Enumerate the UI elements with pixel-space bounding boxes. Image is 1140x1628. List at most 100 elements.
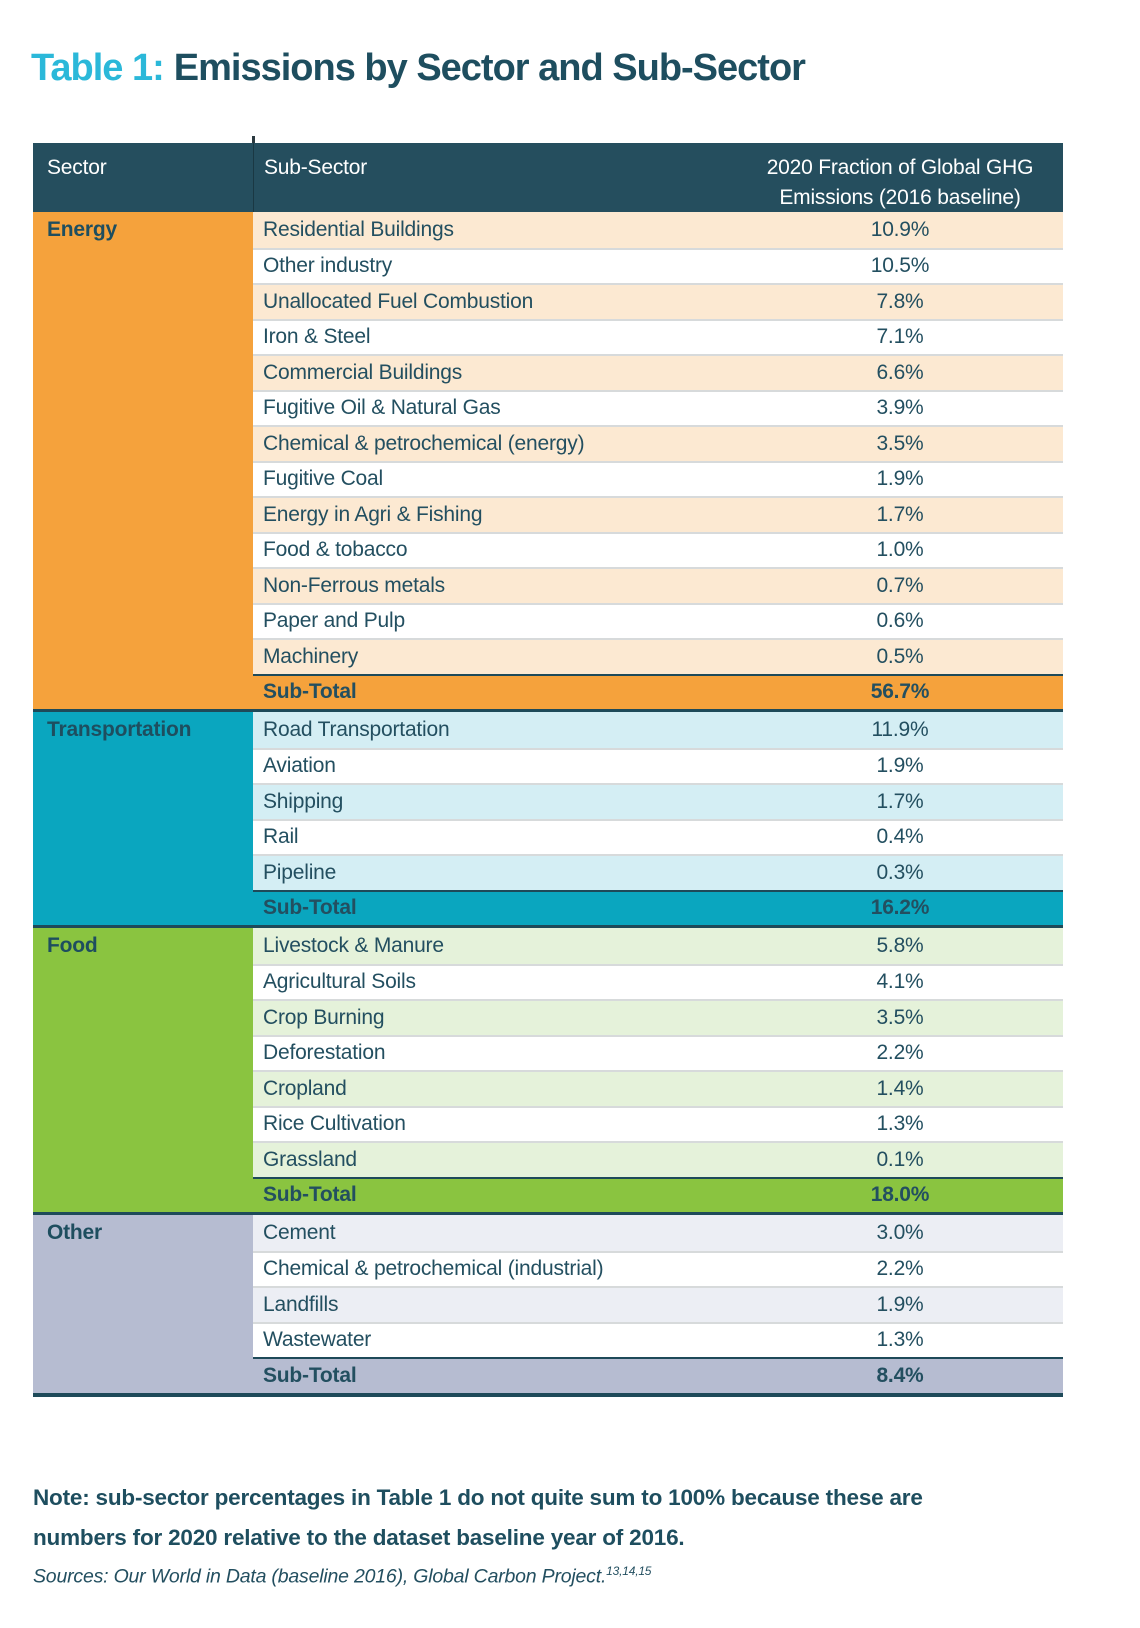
table-row: Deforestation 2.2% xyxy=(253,1034,1063,1070)
header-sub-sector: Sub-Sector xyxy=(253,143,737,212)
subsector-label: Paper and Pulp xyxy=(263,609,405,633)
table-note: Note: sub-sector percentages in Table 1 … xyxy=(33,1478,923,1558)
subsector-label: Machinery xyxy=(263,644,359,668)
note-line1: Note: sub-sector percentages in Table 1 … xyxy=(33,1485,923,1510)
sector-cell-energy: Energy xyxy=(33,212,253,709)
note-line2: numbers for 2020 relative to the dataset… xyxy=(33,1525,685,1550)
table-row: Grassland 0.1% xyxy=(253,1141,1063,1177)
emission-value: 2.2% xyxy=(876,1257,924,1281)
subsector-label: Fugitive Oil & Natural Gas xyxy=(263,396,501,420)
header-value-line1: 2020 Fraction of Global GHG xyxy=(766,156,1034,179)
sector-cell-other: Other xyxy=(33,1215,253,1393)
emission-value: 1.9% xyxy=(876,1292,924,1316)
table-row: Paper and Pulp 0.6% xyxy=(253,602,1063,638)
subsector-label: Aviation xyxy=(263,754,336,778)
sector-cell-transportation: Transportation xyxy=(33,712,253,925)
subtotal-value: 18.0% xyxy=(870,1183,930,1207)
emission-value: 0.3% xyxy=(876,860,924,884)
section-rows: Cement 3.0% Chemical & petrochemical (ind… xyxy=(253,1215,1063,1393)
emission-value: 0.4% xyxy=(876,825,924,849)
emission-value: 1.7% xyxy=(876,789,924,813)
subtotal-row-other: Sub-Total 8.4% xyxy=(253,1357,1063,1393)
page-title: Table 1: Emissions by Sector and Sub-Sect… xyxy=(31,47,806,90)
sector-label: Transportation xyxy=(47,718,192,741)
sources-references: 13,14,15 xyxy=(606,1564,652,1578)
emission-value: 7.1% xyxy=(876,325,924,349)
table-row: Fugitive Oil & Natural Gas 3.9% xyxy=(253,389,1063,425)
subsector-label: Pipeline xyxy=(263,860,337,884)
table-row: Other industry 10.5% xyxy=(253,247,1063,283)
emission-value: 1.7% xyxy=(876,502,924,526)
subtotal-value: 56.7% xyxy=(870,680,930,704)
table-row: Food & tobacco 1.0% xyxy=(253,531,1063,567)
subtotal-label: Sub-Total xyxy=(263,680,357,704)
table-row: Machinery 0.5% xyxy=(253,638,1063,674)
emission-value: 0.5% xyxy=(876,644,924,668)
emission-value: 1.9% xyxy=(876,467,924,491)
subsector-label: Food & tobacco xyxy=(263,538,408,562)
column-divider-notch xyxy=(252,136,255,143)
emission-value: 0.7% xyxy=(876,573,924,597)
table-row: Chemical & petrochemical (energy) 3.5% xyxy=(253,425,1063,461)
table-row: Agricultural Soils 4.1% xyxy=(253,963,1063,999)
emission-value: 2.2% xyxy=(876,1041,924,1065)
subsector-label: Livestock & Manure xyxy=(263,933,444,957)
subsector-label: Unallocated Fuel Combustion xyxy=(263,289,534,313)
subtotal-row-transportation: Sub-Total 16.2% xyxy=(253,889,1063,925)
subsector-label: Commercial Buildings xyxy=(263,360,463,384)
header-value-line2: Emissions (2016 baseline) xyxy=(779,186,1021,209)
subsector-label: Cement xyxy=(263,1220,336,1244)
section-rows: Livestock & Manure 5.8% Agricultural Soil… xyxy=(253,928,1063,1212)
sources-line: Sources: Our World in Data (baseline 201… xyxy=(33,1564,651,1589)
subsector-label: Grassland xyxy=(263,1147,357,1171)
table-row: Energy in Agri & Fishing 1.7% xyxy=(253,496,1063,532)
table-row: Landfills 1.9% xyxy=(253,1286,1063,1322)
emission-value: 5.8% xyxy=(876,933,924,957)
table-row: Cropland 1.4% xyxy=(253,1070,1063,1106)
section-other: Other Cement 3.0% Chemical & petrochemica… xyxy=(33,1212,1063,1393)
emission-value: 1.0% xyxy=(876,538,924,562)
header-sector: Sector xyxy=(47,156,107,179)
subtotal-label: Sub-Total xyxy=(263,1183,357,1207)
emission-value: 1.9% xyxy=(876,754,924,778)
emissions-table: Sector Sub-Sector 2020 Fraction of Globa… xyxy=(33,136,1063,1397)
table-header-row: Sector Sub-Sector 2020 Fraction of Globa… xyxy=(33,143,1063,212)
table-row: Aviation 1.9% xyxy=(253,747,1063,783)
table-row: Iron & Steel 7.1% xyxy=(253,318,1063,354)
emission-value: 3.5% xyxy=(876,1005,924,1029)
emission-value: 0.6% xyxy=(876,609,924,633)
subsector-label: Shipping xyxy=(263,789,344,813)
title-main: Emissions by Sector and Sub-Sector xyxy=(173,47,806,89)
subsector-label: Chemical & petrochemical (energy) xyxy=(263,431,585,455)
table-row: Road Transportation 11.9% xyxy=(253,712,1063,748)
emission-value: 1.3% xyxy=(876,1328,924,1352)
subsector-label: Cropland xyxy=(263,1076,347,1100)
table-row: Pipeline 0.3% xyxy=(253,854,1063,890)
subtotal-row-energy: Sub-Total 56.7% xyxy=(253,673,1063,709)
emission-value: 11.9% xyxy=(871,717,929,741)
table-row: Non-Ferrous metals 0.7% xyxy=(253,567,1063,603)
sector-label: Food xyxy=(47,934,98,957)
table-row: Unallocated Fuel Combustion 7.8% xyxy=(253,283,1063,319)
header-value-column: 2020 Fraction of Global GHG Emissions (2… xyxy=(737,143,1063,212)
subsector-label: Iron & Steel xyxy=(263,325,371,349)
table-row: Cement 3.0% xyxy=(253,1215,1063,1251)
subsector-label: Non-Ferrous metals xyxy=(263,573,445,597)
emission-value: 1.4% xyxy=(876,1076,924,1100)
subsector-label: Residential Buildings xyxy=(263,217,454,241)
subsector-label: Landfills xyxy=(263,1292,339,1316)
emission-value: 6.6% xyxy=(876,360,924,384)
sources-text: Sources: Our World in Data (baseline 201… xyxy=(33,1565,607,1588)
section-transportation: Transportation Road Transportation 11.9% … xyxy=(33,709,1063,925)
subsector-label: Chemical & petrochemical (industrial) xyxy=(263,1257,604,1281)
section-rows: Road Transportation 11.9% Aviation 1.9% Sh… xyxy=(253,712,1063,925)
subsector-label: Wastewater xyxy=(263,1328,372,1352)
emission-value: 3.0% xyxy=(876,1220,924,1244)
subtotal-value: 8.4% xyxy=(876,1363,924,1387)
subsector-label: Deforestation xyxy=(263,1041,386,1065)
subsector-label: Other industry xyxy=(263,254,393,278)
subsector-label: Agricultural Soils xyxy=(263,970,416,994)
emission-value: 3.5% xyxy=(876,431,924,455)
table-row: Chemical & petrochemical (industrial) 2.2… xyxy=(253,1250,1063,1286)
